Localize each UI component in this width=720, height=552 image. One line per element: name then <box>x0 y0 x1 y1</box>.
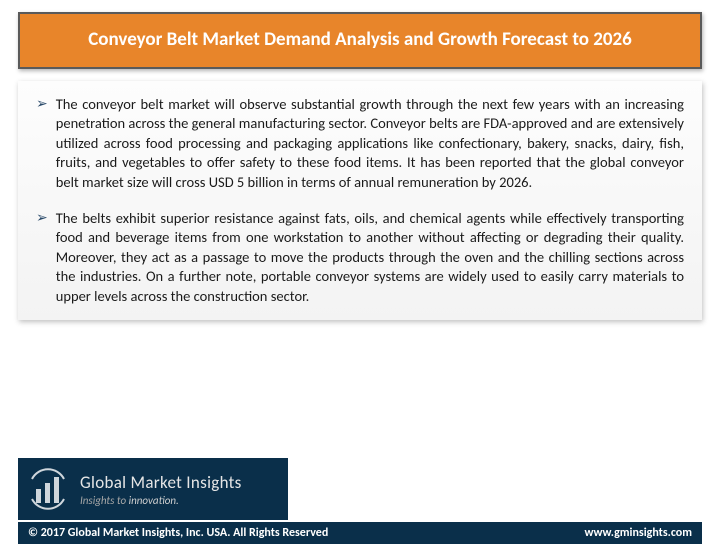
footer-copyright: © 2017 Global Market Insights, Inc. USA.… <box>28 526 328 540</box>
logo-subtitle: Insights to innovation. <box>80 494 242 507</box>
bullet-arrow-icon: ➢ <box>36 209 48 307</box>
paragraph-text: The conveyor belt market will observe su… <box>56 95 684 193</box>
logo-sub-prefix: Insights to <box>80 494 129 507</box>
title-bar: Conveyor Belt Market Demand Analysis and… <box>18 12 702 69</box>
footer-bar: © 2017 Global Market Insights, Inc. USA.… <box>18 522 702 544</box>
bullet-item: ➢ The belts exhibit superior resistance … <box>36 209 684 307</box>
logo-text: Global Market Insights Insights to innov… <box>80 472 242 507</box>
bullet-item: ➢ The conveyor belt market will observe … <box>36 95 684 193</box>
bullet-arrow-icon: ➢ <box>36 95 48 193</box>
logo-sub-emphasis: innovation. <box>129 494 179 507</box>
content-box: ➢ The conveyor belt market will observe … <box>18 81 702 321</box>
page-title: Conveyor Belt Market Demand Analysis and… <box>88 28 632 51</box>
globe-bars-icon <box>26 467 70 511</box>
footer-url: www.gminsights.com <box>584 526 692 540</box>
paragraph-text: The belts exhibit superior resistance ag… <box>56 209 684 307</box>
logo-main-text: Global Market Insights <box>80 472 242 493</box>
logo-block: Global Market Insights Insights to innov… <box>18 458 288 520</box>
